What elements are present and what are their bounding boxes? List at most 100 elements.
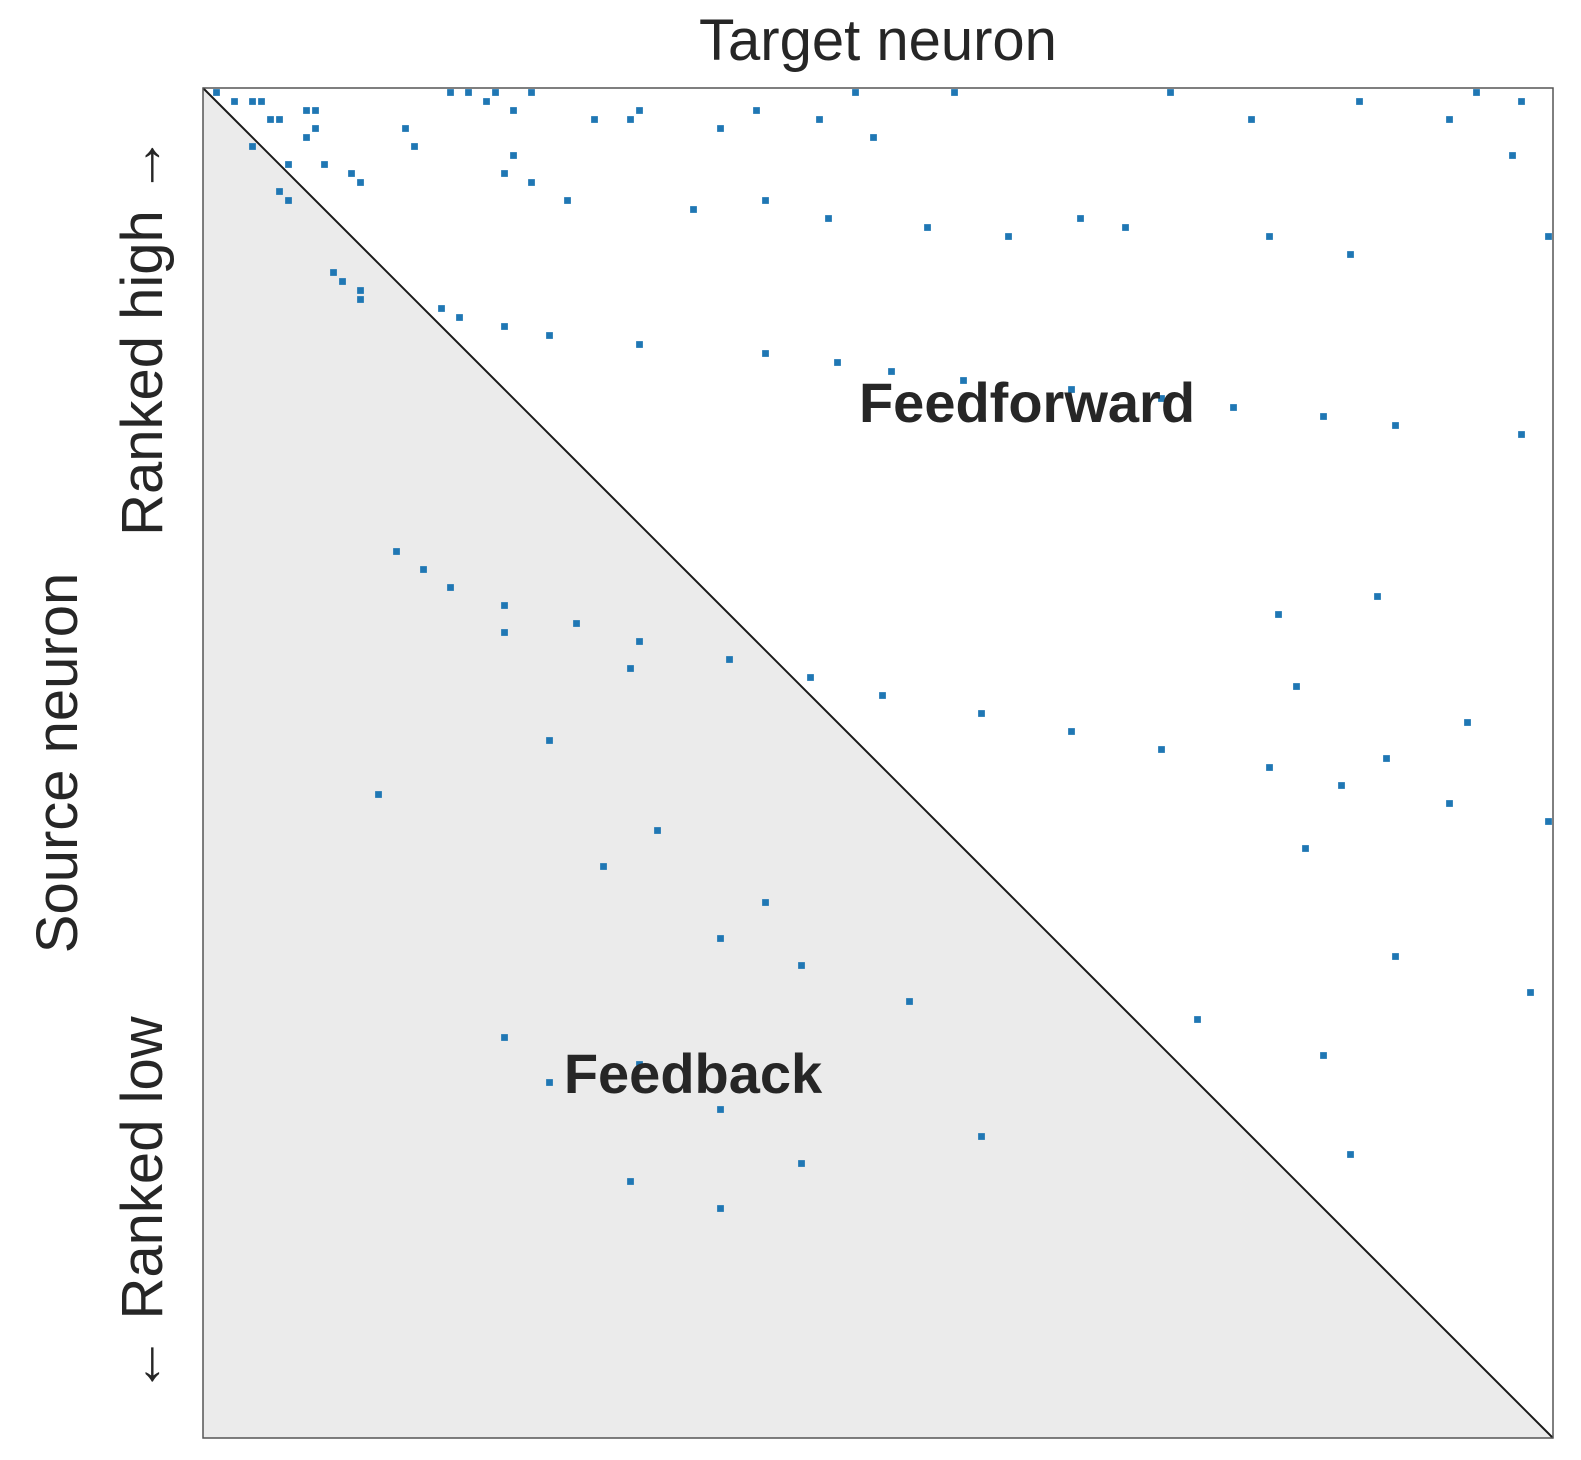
diagonal-line: [202, 87, 1554, 1439]
connection-marker: [357, 296, 364, 303]
connection-marker: [456, 314, 463, 321]
connection-marker: [825, 215, 832, 222]
connection-marker: [762, 350, 769, 357]
connection-marker: [1230, 404, 1237, 411]
connection-marker: [627, 665, 634, 672]
connection-marker: [627, 116, 634, 123]
connection-marker: [1158, 746, 1165, 753]
y-axis-low-label: ← Ranked low: [110, 1015, 175, 1393]
connection-marker: [402, 125, 409, 132]
connection-marker: [267, 116, 274, 123]
feedback-label: Feedback: [564, 1042, 823, 1105]
connection-marker: [1275, 611, 1282, 618]
connection-marker: [231, 98, 238, 105]
connection-marker: [501, 170, 508, 177]
connection-marker: [249, 98, 256, 105]
connection-marker: [312, 107, 319, 114]
connection-marker: [726, 656, 733, 663]
connection-marker: [591, 116, 598, 123]
connection-marker: [1077, 215, 1084, 222]
connection-marker: [1158, 395, 1165, 402]
connection-marker: [1464, 719, 1471, 726]
connection-marker: [1347, 251, 1354, 258]
connection-marker: [1068, 386, 1075, 393]
y-axis-title: Source neuron: [25, 573, 90, 953]
connection-marker: [1383, 755, 1390, 762]
connection-marker: [960, 377, 967, 384]
connection-marker: [213, 89, 220, 96]
connection-marker: [834, 359, 841, 366]
connection-marker: [357, 287, 364, 294]
connection-marker: [438, 305, 445, 312]
connection-marker: [753, 107, 760, 114]
connection-marker: [510, 152, 517, 159]
connection-marker: [1320, 1052, 1327, 1059]
connection-marker: [1509, 152, 1516, 159]
plot-area: [202, 87, 1554, 1439]
connection-marker: [285, 197, 292, 204]
connection-marker: [1167, 89, 1174, 96]
connection-marker: [501, 1034, 508, 1041]
connection-marker: [690, 206, 697, 213]
connection-marker: [1545, 818, 1552, 825]
connection-marker: [816, 116, 823, 123]
y-axis-high-label: Ranked high →: [110, 136, 175, 536]
connection-marker: [258, 98, 265, 105]
connection-marker: [762, 899, 769, 906]
connection-marker: [1473, 89, 1480, 96]
connection-marker: [1266, 233, 1273, 240]
connection-marker: [978, 1133, 985, 1140]
x-axis-title: Target neuron: [699, 8, 1057, 73]
connection-marker: [357, 179, 364, 186]
connection-marker: [762, 197, 769, 204]
connection-marker: [447, 89, 454, 96]
connection-marker: [348, 170, 355, 177]
connection-marker: [1446, 116, 1453, 123]
connection-marker: [1392, 422, 1399, 429]
connection-marker: [546, 332, 553, 339]
connection-marker: [420, 566, 427, 573]
connection-marker: [1122, 224, 1129, 231]
connection-marker: [636, 341, 643, 348]
connection-marker: [1446, 800, 1453, 807]
connection-marker: [1320, 413, 1327, 420]
connection-marker: [978, 710, 985, 717]
connection-marker: [906, 998, 913, 1005]
connection-marker: [1266, 764, 1273, 771]
connection-marker: [951, 89, 958, 96]
connection-marker: [627, 1178, 634, 1185]
connection-marker: [276, 188, 283, 195]
connection-marker: [564, 197, 571, 204]
connection-marker: [393, 548, 400, 555]
connection-marker: [1347, 1151, 1354, 1158]
connection-marker: [321, 161, 328, 168]
connection-marker: [636, 107, 643, 114]
connection-marker: [600, 863, 607, 870]
connection-marker: [1005, 233, 1012, 240]
connection-marker: [1338, 782, 1345, 789]
connection-marker: [717, 125, 724, 132]
connection-marker: [1545, 233, 1552, 240]
connection-marker: [807, 674, 814, 681]
connection-marker: [798, 962, 805, 969]
connection-marker: [1302, 845, 1309, 852]
connection-marker: [546, 1079, 553, 1086]
connection-marker: [375, 791, 382, 798]
connection-marker: [285, 161, 292, 168]
connection-marker: [1392, 953, 1399, 960]
connection-marker: [492, 89, 499, 96]
connection-marker: [1527, 989, 1534, 996]
connection-marker: [528, 89, 535, 96]
connection-marker: [654, 827, 661, 834]
connection-marker: [546, 737, 553, 744]
connection-marker: [1293, 683, 1300, 690]
connection-marker: [888, 368, 895, 375]
connection-marker: [636, 1061, 643, 1068]
connection-marker: [483, 98, 490, 105]
connection-marker: [312, 125, 319, 132]
connection-marker: [717, 1106, 724, 1113]
connection-marker: [510, 107, 517, 114]
connection-marker: [303, 107, 310, 114]
connection-marker: [465, 89, 472, 96]
connection-marker: [276, 116, 283, 123]
